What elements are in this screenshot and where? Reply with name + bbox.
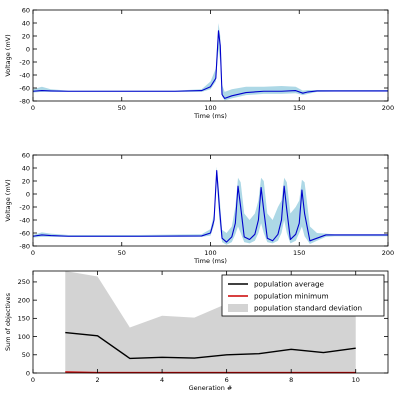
y-tick-label: 40 [22, 19, 30, 27]
voltage-trace [32, 30, 388, 99]
std-deviation-area [65, 271, 356, 373]
x-tick-label: 4 [160, 376, 164, 384]
y-tick-label: 60 [22, 151, 30, 159]
y-tick-label: 200 [18, 296, 30, 304]
x-tick-label: 50 [118, 104, 126, 112]
y-tick-label: -80 [19, 97, 30, 105]
y-tick-label: -40 [19, 216, 30, 224]
voltage-trace [32, 170, 388, 243]
y-tick-label: 250 [18, 278, 30, 286]
voltage-band [33, 166, 388, 245]
legend-label: population minimum [254, 292, 329, 301]
y-axis-label: Voltage (mV) [4, 179, 12, 221]
x-tick-label: 150 [293, 104, 305, 112]
y-tick-label: -80 [19, 242, 30, 250]
x-tick-label: 200 [382, 249, 394, 257]
y-tick-label: 0 [26, 45, 30, 53]
x-tick-label: 100 [204, 249, 216, 257]
y-tick-label: 100 [18, 333, 30, 341]
legend-label: population standard deviation [254, 304, 362, 313]
x-tick-label: 0 [31, 104, 35, 112]
y-tick-label: -20 [19, 58, 30, 66]
population-minimum-line [65, 371, 356, 374]
x-axis-label: Time (ms) [193, 112, 227, 120]
y-tick-label: -60 [19, 229, 30, 237]
y-tick-label: 20 [22, 177, 30, 185]
y-tick-label: -20 [19, 203, 30, 211]
y-axis-label: Voltage (mV) [4, 34, 12, 76]
y-tick-label: 0 [26, 190, 30, 198]
y-tick-label: 60 [22, 6, 30, 14]
y-axis-label: Sum of objectives [4, 292, 12, 351]
plot-frame [32, 270, 389, 374]
y-tick-label: -60 [19, 84, 30, 92]
plot-frame [32, 154, 389, 247]
x-axis-label: Time (ms) [193, 257, 227, 265]
x-tick-label: 8 [289, 376, 293, 384]
y-tick-label: 40 [22, 164, 30, 172]
x-tick-label: 150 [293, 249, 305, 257]
population-average-line [65, 331, 356, 360]
x-tick-label: 2 [95, 376, 99, 384]
x-axis-label: Generation # [189, 384, 233, 392]
y-tick-label: 150 [18, 315, 30, 323]
legend-swatch [228, 304, 248, 312]
y-tick-label: 50 [22, 351, 30, 359]
x-tick-label: 50 [118, 249, 126, 257]
voltage-panel-top: 0 50 100 150 200 -80 -60 -40 -20 0 20 40 60 Time (ms)… [4, 6, 394, 120]
x-tick-label: 6 [225, 376, 229, 384]
x-tick-label: 10 [352, 376, 360, 384]
legend-box [221, 274, 385, 317]
x-tick-label: 0 [31, 249, 35, 257]
y-tick-label: 0 [26, 369, 30, 377]
y-tick-label: -40 [19, 71, 30, 79]
voltage-band [33, 23, 388, 101]
legend-label: population average [254, 280, 325, 289]
x-tick-label: 200 [382, 104, 394, 112]
legend: population average population minimum popu… [221, 274, 385, 317]
voltage-panel-middle: 0 50 100 150 200 -80 -60 -40 -20 0 20 40 60 Time (ms)… [4, 151, 394, 265]
x-tick-label: 0 [31, 376, 35, 384]
y-tick-label: 20 [22, 32, 30, 40]
plot-frame [32, 9, 389, 102]
x-tick-label: 100 [204, 104, 216, 112]
